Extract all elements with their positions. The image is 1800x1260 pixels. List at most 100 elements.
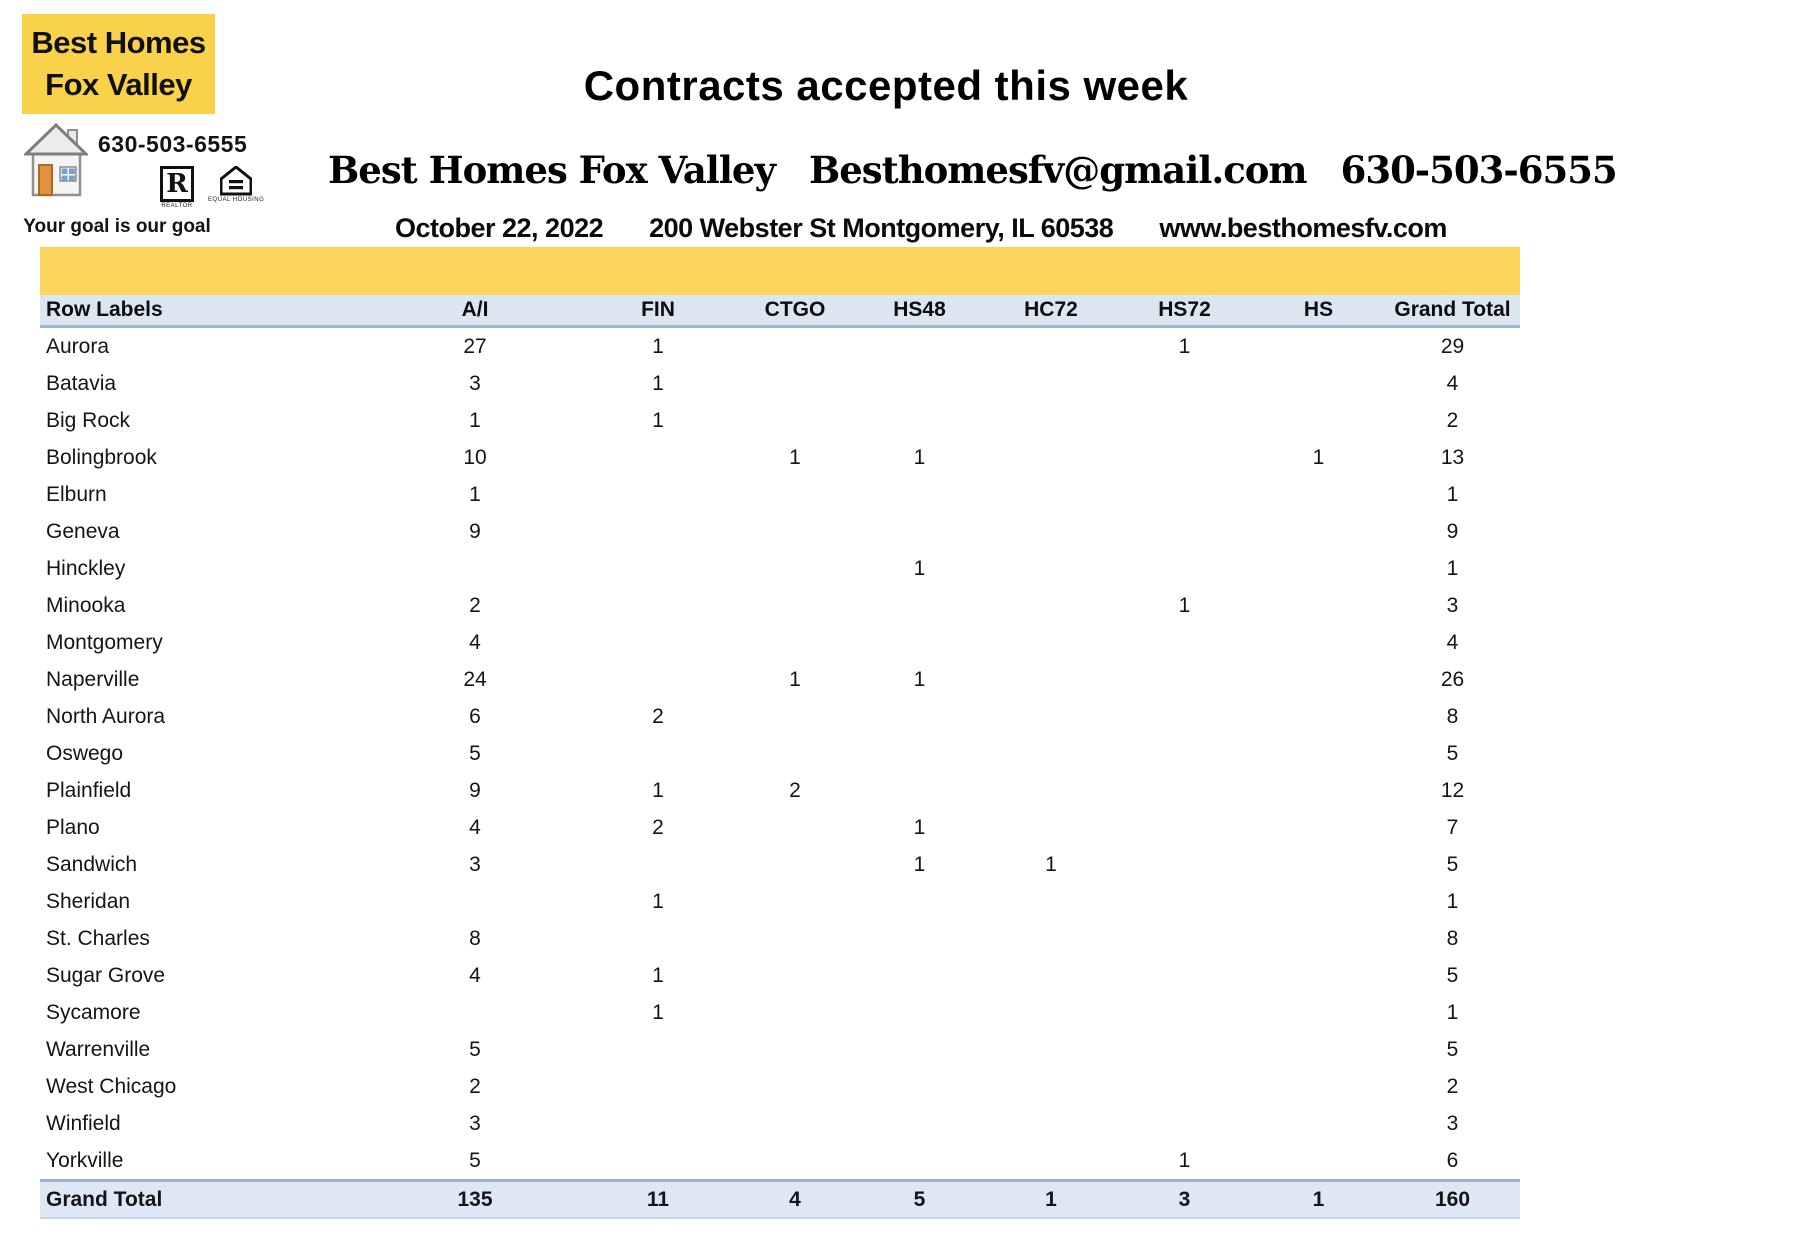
cell-hs72 bbox=[1117, 476, 1252, 513]
cell-hs72 bbox=[1117, 920, 1252, 957]
cell-fin bbox=[580, 661, 736, 698]
row-label: Geneva bbox=[46, 519, 120, 543]
row-label: Batavia bbox=[46, 371, 117, 395]
table-row-sandwich: Sandwich 3 1 1 5 bbox=[40, 846, 1520, 883]
table-row-geneva: Geneva 9 9 bbox=[40, 513, 1520, 550]
cell-ctgo bbox=[736, 846, 854, 883]
company-contact-line: Best Homes Fox Valley Besthomesfv@gmail.… bbox=[328, 148, 1618, 192]
cell-ctgo bbox=[736, 994, 854, 1031]
cell-hs72 bbox=[1117, 1068, 1252, 1105]
cell-hs72: 1 bbox=[1178, 593, 1191, 617]
table-row-yorkville: Yorkville 5 1 6 bbox=[40, 1142, 1520, 1181]
cell-ctgo bbox=[736, 513, 854, 550]
cell-hs48 bbox=[854, 772, 985, 809]
cell-hc72 bbox=[985, 624, 1117, 661]
cell-ctgo bbox=[736, 365, 854, 402]
cell-ctgo bbox=[736, 735, 854, 772]
cell-ctgo bbox=[736, 476, 854, 513]
cell-fin: 1 bbox=[652, 889, 664, 913]
cell-a-i: 8 bbox=[469, 926, 481, 950]
cell-a-i: 27 bbox=[463, 334, 487, 358]
cell-grand-total: 1 bbox=[1446, 889, 1459, 913]
cell-fin: 1 bbox=[652, 371, 664, 395]
cell-ctgo bbox=[736, 1068, 854, 1105]
cell-ctgo bbox=[736, 920, 854, 957]
cell-fin: 2 bbox=[652, 815, 664, 839]
cell-hs48 bbox=[854, 1142, 985, 1181]
cell-hc72 bbox=[985, 994, 1117, 1031]
cell-grand-total: 12 bbox=[1440, 778, 1465, 802]
cell-a-i: 5 bbox=[469, 741, 481, 765]
cell-a-i: 2 bbox=[469, 593, 481, 617]
table-header-row: Row Labels A/I FIN CTGO HS48 HC72 HS72 HS Grand … bbox=[40, 295, 1520, 328]
row-label: Yorkville bbox=[46, 1148, 124, 1172]
cell-hs48 bbox=[854, 1031, 985, 1068]
cell-hs bbox=[1252, 809, 1385, 846]
cell-hs72: 1 bbox=[1178, 334, 1191, 358]
cell-hs: 1 bbox=[1252, 1179, 1385, 1219]
cell-hc72 bbox=[985, 365, 1117, 402]
table-row-minooka: Minooka 2 1 3 bbox=[40, 587, 1520, 624]
cell-hs72 bbox=[1117, 1031, 1252, 1068]
logo-badges: R REALTOR EQUAL HOUSING bbox=[160, 166, 264, 209]
cell-hs72 bbox=[1117, 957, 1252, 994]
cell-hs bbox=[1252, 661, 1385, 698]
cell-hc72 bbox=[985, 735, 1117, 772]
cell-grand-total: 1 bbox=[1446, 556, 1459, 580]
cell-hs bbox=[1252, 994, 1385, 1031]
column-header-hs: HS bbox=[1252, 295, 1385, 328]
cell-hc72 bbox=[985, 883, 1117, 920]
row-label: West Chicago bbox=[46, 1074, 177, 1098]
cell-ctgo: 2 bbox=[789, 778, 801, 802]
company-email: Besthomesfv@gmail.com bbox=[808, 148, 1308, 192]
cell-hc72 bbox=[985, 772, 1117, 809]
cell-ctgo bbox=[736, 550, 854, 587]
cell-ctgo bbox=[736, 624, 854, 661]
cell-grand-total: 8 bbox=[1446, 704, 1459, 728]
cell-a-i: 1 bbox=[469, 482, 481, 506]
table-row-elburn: Elburn 1 1 bbox=[40, 476, 1520, 513]
cell-hs48: 1 bbox=[913, 445, 926, 469]
logo-name-line2: Fox Valley bbox=[45, 67, 192, 102]
cell-hs bbox=[1252, 957, 1385, 994]
cell-a-i: 3 bbox=[469, 852, 481, 876]
cell-grand-total: 8 bbox=[1446, 926, 1459, 950]
cell-grand-total: 4 bbox=[1446, 371, 1459, 395]
cell-a-i: 3 bbox=[469, 371, 481, 395]
cell-hc72 bbox=[985, 661, 1117, 698]
cell-hs48 bbox=[854, 1068, 985, 1105]
cell-hc72 bbox=[985, 587, 1117, 624]
cell-grand-total: 7 bbox=[1446, 815, 1459, 839]
cell-hc72: 1 bbox=[1045, 852, 1057, 876]
cell-hc72 bbox=[985, 513, 1117, 550]
cell-hs bbox=[1252, 698, 1385, 735]
cell-grand-total: 2 bbox=[1446, 408, 1459, 432]
table-row-north-aurora: North Aurora 6 2 8 bbox=[40, 698, 1520, 735]
report-date: October 22, 2022 bbox=[395, 213, 604, 243]
cell-hs48: 1 bbox=[913, 667, 926, 691]
table-row-batavia: Batavia 3 1 4 bbox=[40, 365, 1520, 402]
cell-hc72 bbox=[985, 1031, 1117, 1068]
cell-hs48 bbox=[854, 587, 985, 624]
cell-hs48 bbox=[854, 920, 985, 957]
realtor-label: REALTOR bbox=[161, 203, 193, 209]
cell-hs bbox=[1252, 1105, 1385, 1142]
cell-hs48 bbox=[854, 402, 985, 439]
cell-hs48 bbox=[854, 883, 985, 920]
cell-a-i: 4 bbox=[469, 815, 481, 839]
cell-hs48: 1 bbox=[913, 815, 926, 839]
cell-fin bbox=[580, 513, 736, 550]
cell-fin: 1 bbox=[652, 963, 664, 987]
cell-grand-total: 26 bbox=[1440, 667, 1465, 691]
cell-fin bbox=[580, 439, 736, 476]
equal-housing-label: EQUAL HOUSING bbox=[208, 197, 265, 203]
table-row-naperville: Naperville 24 1 1 26 bbox=[40, 661, 1520, 698]
cell-fin bbox=[580, 735, 736, 772]
cell-hs72 bbox=[1117, 883, 1252, 920]
cell-hs48: 1 bbox=[913, 556, 926, 580]
cell-hc72 bbox=[985, 439, 1117, 476]
cell-a-i: 5 bbox=[469, 1148, 481, 1172]
cell-hc72 bbox=[985, 957, 1117, 994]
cell-hc72: 1 bbox=[985, 1179, 1117, 1219]
